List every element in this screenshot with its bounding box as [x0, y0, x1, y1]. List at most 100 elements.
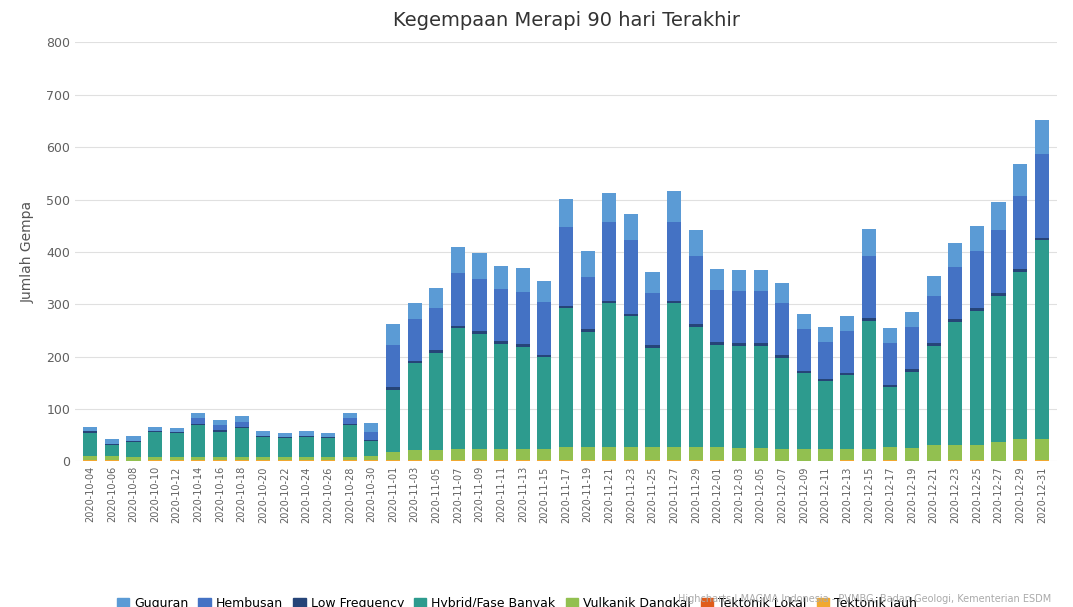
Bar	[191, 418, 205, 424]
Bar	[278, 456, 292, 460]
Bar	[408, 304, 422, 319]
Bar	[494, 341, 509, 344]
Bar	[256, 456, 270, 460]
Bar	[472, 331, 486, 334]
Bar	[256, 436, 270, 456]
Bar	[170, 428, 183, 432]
Bar	[516, 268, 530, 292]
Bar	[408, 319, 422, 361]
Bar	[256, 460, 270, 461]
Legend: Guguran, Hembusan, Low Frequency, Hybrid/Fase Banyak, Vulkanik Dangkal, Tektonik: Guguran, Hembusan, Low Frequency, Hybrid…	[113, 593, 921, 607]
Bar	[1034, 460, 1048, 461]
Bar	[408, 450, 422, 460]
Bar	[797, 314, 811, 330]
Bar	[905, 327, 920, 369]
Bar	[580, 447, 594, 460]
Bar	[949, 460, 962, 461]
Bar	[883, 447, 897, 460]
Bar	[191, 413, 205, 418]
Bar	[862, 229, 876, 256]
Bar	[235, 457, 249, 460]
Bar	[991, 202, 1005, 231]
Bar	[170, 460, 183, 461]
Bar	[148, 457, 162, 460]
Bar	[84, 432, 98, 433]
Bar	[105, 460, 119, 461]
Bar	[667, 191, 681, 222]
Bar	[342, 413, 357, 418]
Bar	[753, 345, 767, 448]
Bar	[235, 460, 249, 461]
Bar	[451, 273, 465, 326]
Bar	[321, 438, 335, 456]
Bar	[775, 283, 790, 303]
Bar	[646, 293, 660, 345]
Bar	[127, 441, 141, 442]
Bar	[689, 460, 703, 461]
Bar	[538, 281, 552, 302]
Bar	[1013, 460, 1027, 461]
Bar	[927, 345, 941, 445]
Bar	[299, 432, 313, 436]
Bar	[775, 355, 790, 358]
Bar	[516, 292, 530, 344]
Bar	[840, 331, 854, 373]
Bar	[602, 222, 616, 300]
Bar	[386, 387, 400, 390]
Bar	[732, 448, 746, 461]
Bar	[580, 277, 594, 330]
Bar	[321, 437, 335, 438]
Bar	[1034, 120, 1048, 154]
Bar	[342, 456, 357, 460]
Bar	[148, 431, 162, 432]
Bar	[342, 424, 357, 425]
Bar	[970, 251, 984, 308]
Bar	[862, 319, 876, 321]
Bar	[386, 390, 400, 452]
Bar	[299, 456, 313, 460]
Bar	[646, 460, 660, 461]
Bar	[191, 424, 205, 425]
Bar	[429, 353, 443, 450]
Bar	[580, 332, 594, 447]
Bar	[949, 319, 962, 322]
Bar	[365, 422, 379, 432]
Bar	[365, 460, 379, 461]
Bar	[516, 460, 530, 461]
Bar	[753, 448, 767, 461]
Bar	[775, 449, 790, 461]
Bar	[429, 460, 443, 461]
Bar	[127, 442, 141, 456]
Bar	[883, 387, 897, 447]
Bar	[927, 445, 941, 461]
Bar	[451, 326, 465, 328]
Bar	[753, 343, 767, 345]
Bar	[1034, 240, 1048, 439]
Bar	[667, 460, 681, 461]
Bar	[451, 247, 465, 273]
Bar	[883, 328, 897, 343]
Bar	[212, 430, 227, 432]
Bar	[278, 433, 292, 437]
Bar	[559, 308, 573, 447]
Bar	[127, 436, 141, 441]
Bar	[862, 449, 876, 461]
Bar	[538, 449, 552, 460]
Bar	[1034, 238, 1048, 240]
Bar	[689, 230, 703, 256]
Bar	[732, 270, 746, 291]
Bar	[429, 308, 443, 350]
Bar	[1034, 154, 1048, 238]
Bar	[212, 456, 227, 460]
Bar	[646, 348, 660, 447]
Bar	[819, 379, 833, 381]
Bar	[299, 460, 313, 461]
Bar	[365, 432, 379, 440]
Bar	[905, 369, 920, 372]
Bar	[883, 460, 897, 461]
Bar	[429, 288, 443, 308]
Bar	[927, 276, 941, 296]
Bar	[862, 256, 876, 319]
Bar	[667, 300, 681, 304]
Bar	[602, 447, 616, 460]
